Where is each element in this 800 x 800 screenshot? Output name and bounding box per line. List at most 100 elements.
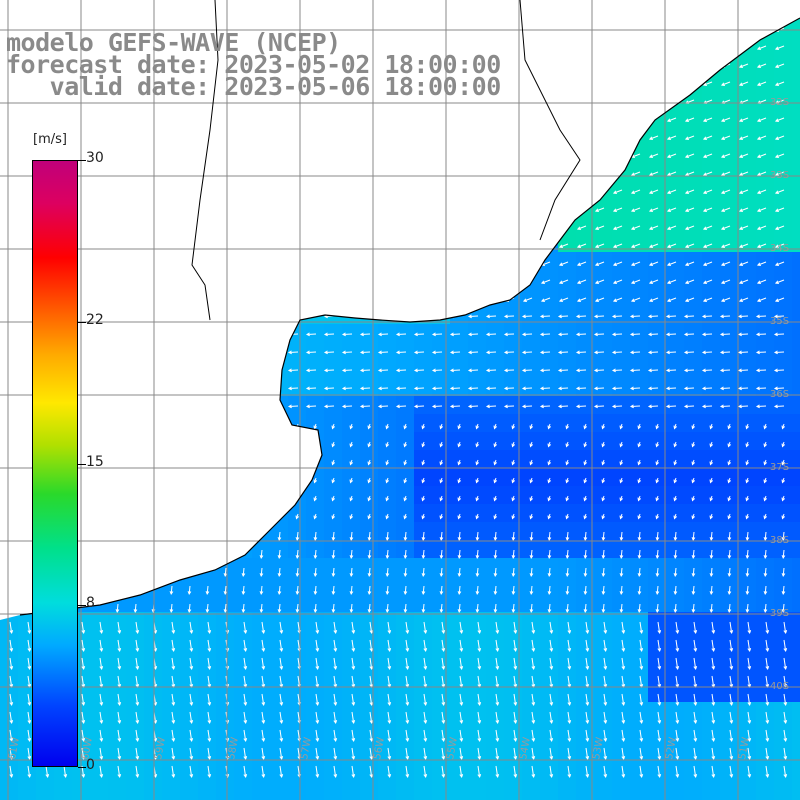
wind-arrow-head <box>331 479 336 484</box>
field-cell <box>720 576 738 594</box>
wind-arrow <box>549 765 553 778</box>
field-cell <box>702 216 720 234</box>
field-cell <box>198 756 216 774</box>
wind-arrow <box>441 657 445 670</box>
field-cell <box>774 288 792 306</box>
field-cell <box>666 180 684 198</box>
field-cell <box>90 720 108 738</box>
field-cell <box>270 558 288 576</box>
field-cell <box>648 396 666 414</box>
field-cell <box>468 396 486 414</box>
wind-arrow-head <box>675 738 680 743</box>
wind-arrow <box>685 135 695 140</box>
field-cell <box>612 432 630 450</box>
field-cell <box>594 612 612 630</box>
field-cell <box>234 630 252 648</box>
field-cell <box>612 306 630 324</box>
field-cell <box>648 324 666 342</box>
field-cell <box>522 288 540 306</box>
field-cell <box>504 414 522 432</box>
wind-arrow-head <box>709 573 714 578</box>
wind-arrow-head <box>259 573 264 578</box>
wind-arrow-head <box>756 190 761 195</box>
wind-arrow-head <box>774 208 779 213</box>
wind-arrow <box>747 657 751 670</box>
wind-arrow <box>423 729 427 742</box>
field-cell <box>522 342 540 360</box>
field-cell <box>540 288 558 306</box>
wind-arrow <box>656 549 659 559</box>
wind-arrow <box>243 693 247 706</box>
field-cell <box>324 522 342 540</box>
wind-arrow <box>242 585 245 595</box>
wind-arrow-head <box>495 648 500 653</box>
wind-arrow <box>27 639 31 652</box>
wind-arrow <box>667 189 677 194</box>
wind-arrow-head <box>702 262 707 267</box>
field-cell <box>702 342 720 360</box>
wind-arrow-head <box>557 332 562 337</box>
field-cell <box>108 702 126 720</box>
wind-arrow-head <box>673 443 678 448</box>
wind-arrow <box>613 207 623 212</box>
field-cell <box>468 342 486 360</box>
wind-arrow-head <box>709 497 714 502</box>
wind-arrow-head <box>315 648 320 653</box>
wind-arrow-head <box>459 720 464 725</box>
wind-arrow <box>721 135 731 140</box>
wind-arrow-head <box>367 425 372 430</box>
wind-arrow <box>675 693 679 706</box>
field-cell <box>342 486 360 504</box>
field-cell <box>252 684 270 702</box>
field-cell <box>666 144 684 162</box>
wind-arrow <box>649 243 659 248</box>
wind-arrow <box>621 657 625 670</box>
wind-arrow <box>649 135 659 140</box>
wind-arrow <box>729 765 733 778</box>
wind-arrow-head <box>629 368 634 373</box>
wind-arrow <box>189 675 193 688</box>
field-cell <box>684 108 702 126</box>
field-cell <box>306 378 324 396</box>
wind-arrow-head <box>619 443 624 448</box>
wind-arrow <box>369 621 373 634</box>
field-cell <box>522 576 540 594</box>
field-cell <box>720 252 738 270</box>
wind-arrow-head <box>457 537 462 542</box>
wind-arrow-head <box>439 537 444 542</box>
wind-arrow-head <box>423 738 428 743</box>
field-cell <box>540 684 558 702</box>
wind-arrow <box>261 657 265 670</box>
field-cell <box>396 378 414 396</box>
wind-arrow <box>531 747 535 760</box>
wind-arrow-head <box>341 350 346 355</box>
wind-arrow <box>242 603 245 613</box>
field-cell <box>522 378 540 396</box>
wind-arrow-head <box>531 702 536 707</box>
wind-arrow <box>639 693 643 706</box>
field-cell <box>522 540 540 558</box>
wind-arrow-head <box>493 537 498 542</box>
wind-arrow-head <box>439 591 444 596</box>
field-cell <box>774 126 792 144</box>
wind-arrow <box>422 567 425 577</box>
wind-arrow <box>99 747 103 760</box>
field-cell <box>720 558 738 576</box>
field-cell <box>162 612 180 630</box>
wind-arrow <box>189 729 193 742</box>
wind-arrow-head <box>313 573 318 578</box>
field-cell <box>504 342 522 360</box>
wind-arrow-head <box>774 118 779 123</box>
wind-arrow <box>577 279 587 284</box>
field-cell <box>252 702 270 720</box>
wind-arrow-head <box>567 738 572 743</box>
wind-arrow-head <box>557 368 562 373</box>
field-cell <box>288 576 306 594</box>
wind-arrow-head <box>601 443 606 448</box>
wind-arrow <box>567 711 571 724</box>
field-cell <box>90 666 108 684</box>
field-cell <box>468 684 486 702</box>
wind-arrow-head <box>773 332 778 337</box>
field-cell <box>738 486 756 504</box>
